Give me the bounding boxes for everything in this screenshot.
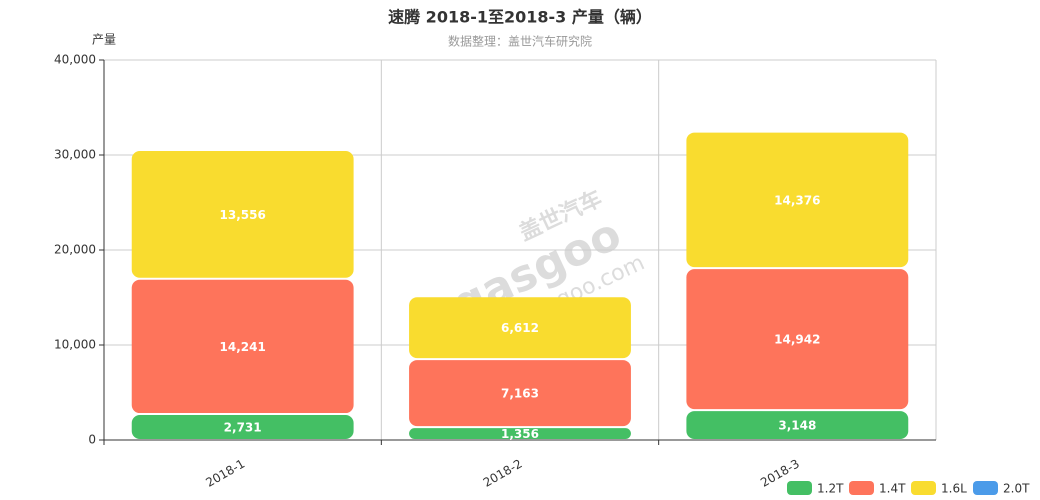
- x-tick-label: 2018-1: [203, 457, 247, 490]
- legend-label: 1.2T: [817, 482, 844, 496]
- bar-segment: [409, 360, 631, 427]
- y-tick-label: 40,000: [54, 53, 96, 67]
- bar-segment: [686, 269, 909, 410]
- value-label: 14,376: [774, 193, 820, 207]
- legend-swatch: [973, 481, 998, 495]
- legend-label: 2.0T: [1003, 482, 1030, 496]
- value-label: 2,731: [224, 421, 262, 435]
- x-tick-label: 2018-2: [481, 457, 525, 490]
- y-axis-label: 产量: [92, 33, 116, 47]
- chart-title: 速腾 2018-1至2018-3 产量（辆）: [388, 8, 652, 27]
- y-tick-label: 0: [88, 433, 96, 447]
- legend-swatch: [787, 481, 812, 495]
- legend-label: 1.6L: [941, 482, 967, 496]
- y-tick-label: 20,000: [54, 243, 96, 257]
- value-label: 14,942: [774, 333, 820, 347]
- bar-segment: [686, 132, 909, 268]
- value-label: 1,356: [501, 427, 539, 441]
- legend-label: 1.4T: [879, 482, 906, 496]
- value-label: 6,612: [501, 321, 539, 335]
- y-tick-label: 30,000: [54, 148, 96, 162]
- value-label: 14,241: [220, 340, 266, 354]
- bar-segment: [409, 428, 631, 439]
- legend-item: 2.0T: [973, 481, 1030, 496]
- legend-item: 1.2T: [787, 481, 844, 496]
- bar-segment: [131, 150, 354, 278]
- chart-subtitle: 数据整理：盖世汽车研究院: [448, 34, 592, 49]
- legend-swatch: [911, 481, 936, 495]
- bar-segment: [409, 297, 631, 359]
- legend-swatch: [849, 481, 874, 495]
- bar-segment: [131, 279, 354, 414]
- value-label: 13,556: [220, 208, 266, 222]
- bar-segment: [686, 411, 909, 439]
- y-tick-label: 10,000: [54, 338, 96, 352]
- legend-item: 1.4T: [849, 481, 906, 496]
- value-label: 7,163: [501, 387, 539, 401]
- legend-item: 1.6L: [911, 481, 967, 496]
- bar-segment: [131, 415, 354, 439]
- value-label: 3,148: [778, 419, 816, 433]
